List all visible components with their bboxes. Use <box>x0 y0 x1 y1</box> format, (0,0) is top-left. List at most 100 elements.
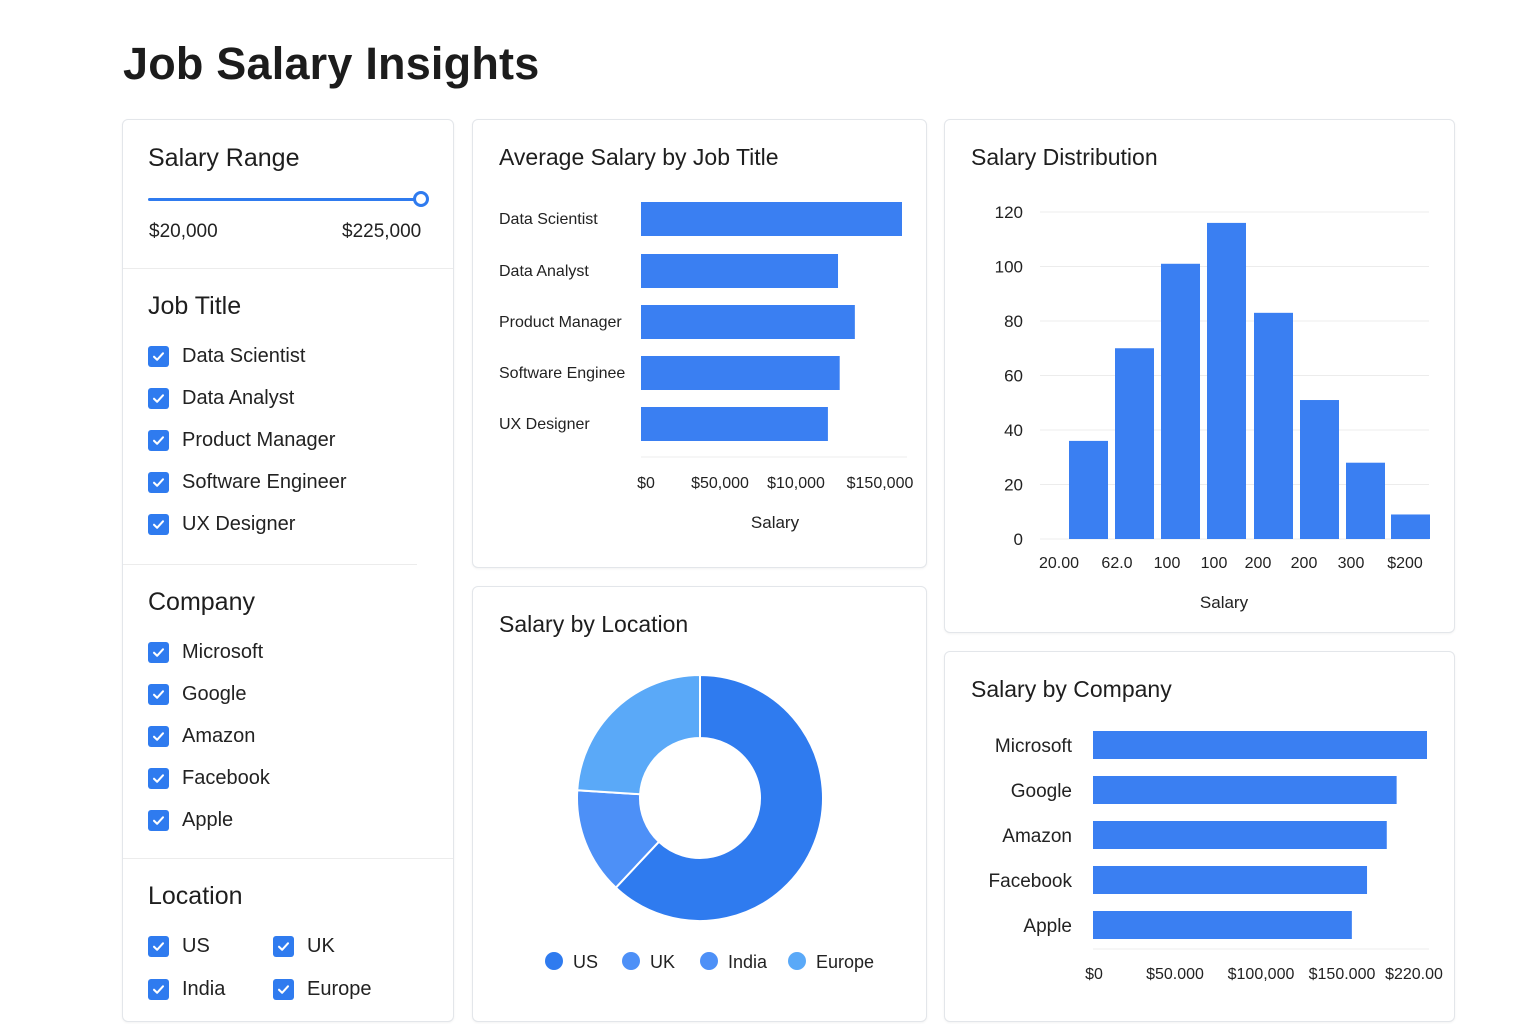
location-option-uk[interactable]: UK <box>273 932 335 960</box>
checkbox-label: Data Analyst <box>182 386 295 409</box>
bar-label: Facebook <box>989 871 1073 892</box>
checkbox-label: Software Engineer <box>182 470 347 493</box>
checkbox[interactable] <box>148 471 169 493</box>
pie-slice-us <box>614 673 824 922</box>
checkbox[interactable] <box>148 387 169 409</box>
x-tick-label: $0 <box>637 475 655 492</box>
checkbox[interactable] <box>148 641 169 663</box>
x-tick-label: $50.000 <box>1146 966 1204 983</box>
y-tick-label: 100 <box>995 258 1023 277</box>
bar-label: Amazon <box>1002 826 1072 847</box>
checkbox-label: UX Designer <box>182 512 296 535</box>
bar <box>1115 348 1154 539</box>
location-heading: Location <box>148 882 243 910</box>
legend-swatch <box>545 952 563 970</box>
bar-label: Google <box>1011 781 1072 802</box>
job-title-option-product-manager[interactable]: Product Manager <box>148 426 335 454</box>
salary-distribution-title: Salary Distribution <box>971 144 1158 170</box>
salary-range-slider-handle[interactable] <box>413 191 429 207</box>
company-option-microsoft[interactable]: Microsoft <box>148 638 263 666</box>
bar-label: Data Analyst <box>499 263 589 280</box>
y-tick-label: 40 <box>1004 421 1023 440</box>
checkbox[interactable] <box>148 345 169 367</box>
legend-label: India <box>728 952 768 972</box>
y-tick-label: 60 <box>1004 367 1023 386</box>
legend-label: US <box>573 952 598 972</box>
y-tick-label: 0 <box>1014 530 1023 549</box>
x-tick-label: 300 <box>1338 555 1365 572</box>
x-tick-label: 62.0 <box>1101 555 1132 572</box>
legend-swatch <box>700 952 718 970</box>
checkmark-icon <box>152 731 165 741</box>
checkmark-icon <box>152 477 165 487</box>
checkbox-label: Amazon <box>182 724 256 747</box>
job-title-option-ux-designer[interactable]: UX Designer <box>148 510 295 538</box>
bar <box>1207 222 1246 539</box>
company-option-amazon[interactable]: Amazon <box>148 722 255 750</box>
salary-by-company-chart: Microsoft Google Amazon Facebook Apple $0 $50.… <box>989 731 1443 983</box>
bar <box>1391 514 1430 539</box>
company-option-facebook[interactable]: Facebook <box>148 764 270 792</box>
bar-label: Apple <box>1023 916 1072 937</box>
location-option-india[interactable]: India <box>148 975 225 1003</box>
checkbox-label: India <box>182 977 226 1000</box>
legend-swatch <box>622 952 640 970</box>
bar <box>1093 731 1427 759</box>
checkmark-icon <box>152 815 165 825</box>
checkbox-label: Product Manager <box>182 428 336 451</box>
checkmark-icon <box>277 941 290 951</box>
y-tick-label: 120 <box>995 203 1023 222</box>
company-option-apple[interactable]: Apple <box>148 806 233 834</box>
legend-label: Europe <box>816 952 874 972</box>
y-tick-label: 80 <box>1004 312 1023 331</box>
x-axis-label: Salary <box>1200 593 1249 612</box>
bar <box>1093 821 1387 849</box>
x-tick-label: 200 <box>1291 555 1318 572</box>
checkbox[interactable] <box>273 935 294 957</box>
checkmark-icon <box>152 351 165 361</box>
company-heading: Company <box>148 588 255 616</box>
salary-range-slider-track[interactable] <box>148 198 420 201</box>
salary-by-location-title: Salary by Location <box>499 611 689 637</box>
job-title-option-software-engineer[interactable]: Software Engineer <box>148 468 347 496</box>
bar <box>641 202 902 236</box>
checkbox[interactable] <box>148 978 169 1000</box>
salary-range-title: Salary Range <box>148 144 300 172</box>
checkbox[interactable] <box>148 767 169 789</box>
checkmark-icon <box>277 984 290 994</box>
checkmark-icon <box>152 689 165 699</box>
x-tick-label: 200 <box>1245 555 1272 572</box>
avg-salary-by-job-card: Average Salary by Job Title Data Scienti… <box>472 119 927 568</box>
bar-label: Software Enginee <box>499 365 625 382</box>
bar <box>1346 462 1385 539</box>
checkbox[interactable] <box>148 683 169 705</box>
bar <box>1161 263 1200 539</box>
checkbox-label: US <box>182 934 210 957</box>
x-tick-label: $200 <box>1387 555 1423 572</box>
y-tick-label: 20 <box>1004 476 1023 495</box>
salary-by-company-title: Salary by Company <box>971 676 1172 702</box>
checkbox[interactable] <box>148 429 169 451</box>
bar-label: Microsoft <box>995 736 1073 757</box>
job-title-option-data-scientist[interactable]: Data Scientist <box>148 342 305 370</box>
x-axis-label: Salary <box>751 513 800 532</box>
checkbox[interactable] <box>148 809 169 831</box>
bar <box>1069 440 1108 539</box>
divider <box>123 564 417 565</box>
x-tick-label: 100 <box>1154 555 1181 572</box>
checkbox[interactable] <box>148 725 169 747</box>
x-tick-label: $220.00 <box>1385 966 1443 983</box>
company-option-google[interactable]: Google <box>148 680 247 708</box>
job-title-option-data-analyst[interactable]: Data Analyst <box>148 384 294 412</box>
checkbox[interactable] <box>273 978 294 1000</box>
checkmark-icon <box>152 984 165 994</box>
location-option-europe[interactable]: Europe <box>273 975 372 1003</box>
bar <box>1093 911 1352 939</box>
checkmark-icon <box>152 519 165 529</box>
location-option-us[interactable]: US <box>148 932 210 960</box>
checkbox-label: Microsoft <box>182 640 264 663</box>
checkbox[interactable] <box>148 935 169 957</box>
checkbox[interactable] <box>148 513 169 535</box>
salary-by-location-chart: US UK India Europe <box>545 673 874 972</box>
checkmark-icon <box>152 647 165 657</box>
